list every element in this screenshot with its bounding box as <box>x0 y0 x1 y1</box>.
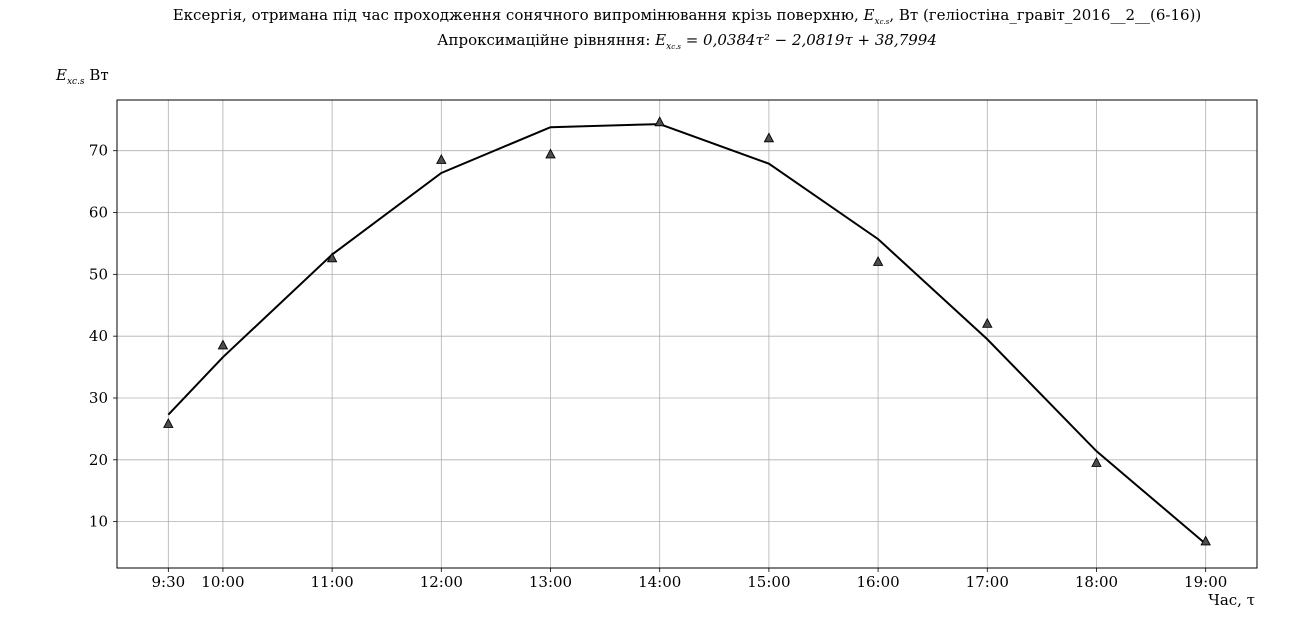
y-tick-label: 70 <box>89 142 108 160</box>
y-tick-label: 30 <box>89 389 108 407</box>
chart-subtitle: Апроксимаційне рівняння: Exc.s = 0,0384τ… <box>437 31 937 52</box>
x-tick-label: 15:00 <box>747 573 790 591</box>
data-point-marker <box>436 154 447 164</box>
fit-line <box>167 123 1207 545</box>
data-point-marker <box>1091 456 1102 467</box>
data-point-marker <box>326 252 338 263</box>
x-axis-label: Час, τ <box>1208 591 1255 609</box>
x-tick-label: 14:00 <box>638 573 681 591</box>
x-tick-label: 11:00 <box>310 573 353 591</box>
y-tick-labels: 10 20 30 40 50 60 70 <box>89 142 108 531</box>
data-point-marker <box>1200 535 1211 546</box>
data-point-marker <box>872 256 884 266</box>
data-point-marker <box>217 339 229 350</box>
y-tick-label: 20 <box>89 451 108 469</box>
data-point-marker <box>163 417 174 428</box>
x-tick-label: 17:00 <box>966 573 1009 591</box>
data-point-marker <box>763 132 775 143</box>
x-tick-label: 19:00 <box>1184 573 1227 591</box>
x-tick-label: 18:00 <box>1075 573 1118 591</box>
x-tick-label: 13:00 <box>529 573 572 591</box>
fit-line-path <box>167 123 1207 545</box>
x-tick-labels: 9:30 10:00 11:00 12:00 13:00 14:00 15:00 16:00 1… <box>151 573 1227 591</box>
grid-lines <box>117 100 1257 568</box>
x-tick-label: 16:00 <box>856 573 899 591</box>
y-axis-label: Exc.s Вт <box>56 66 109 87</box>
axes <box>113 99 1258 572</box>
y-tick-label: 40 <box>89 327 108 345</box>
y-tick-label: 10 <box>89 513 108 531</box>
x-tick-label: 12:00 <box>420 573 463 591</box>
chart-title: Ексергія, отримана під час проходження с… <box>172 6 1202 27</box>
data-markers <box>163 116 1211 546</box>
y-tick-label: 50 <box>89 265 108 283</box>
data-point-marker <box>654 116 665 127</box>
x-tick-label: 10:00 <box>201 573 244 591</box>
data-point-marker <box>982 317 993 328</box>
data-point-marker <box>545 148 556 159</box>
x-tick-label: 9:30 <box>151 573 185 591</box>
plot-frame <box>116 99 1258 569</box>
y-tick-label: 60 <box>89 204 108 222</box>
